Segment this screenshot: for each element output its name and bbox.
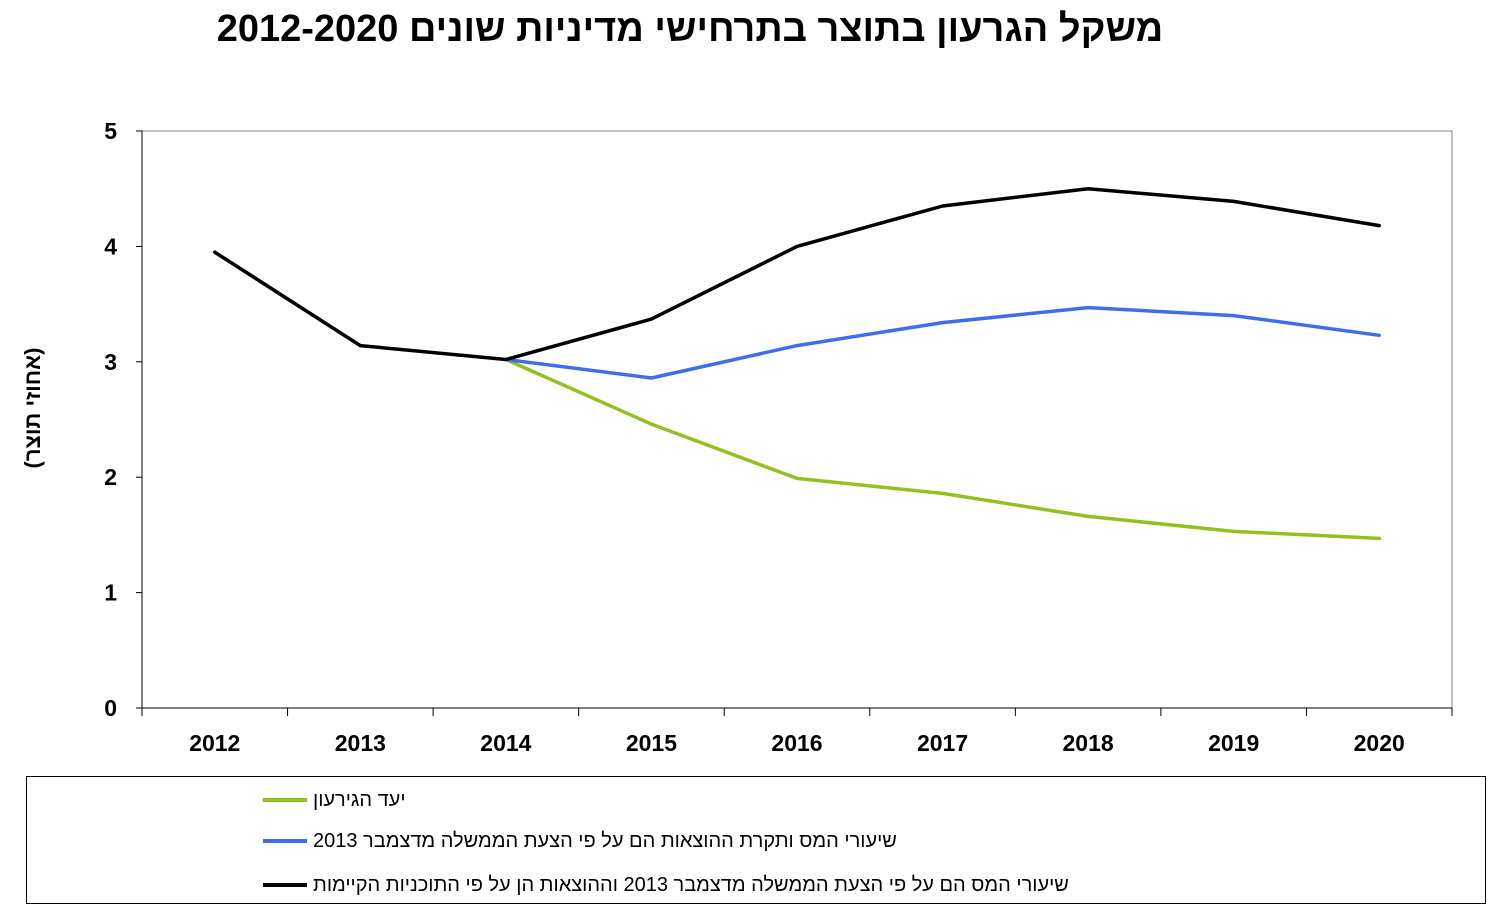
legend-label-3: שיעורי המס הם על פי הצעת הממשלה מדצמבר 2… [313,873,1069,896]
series-line-3 [213,186,1381,362]
legend-label-1: יעד הגירעון [313,788,406,811]
legend-item-3: שיעורי המס הם על פי הצעת הממשלה מדצמבר 2… [263,870,1069,900]
y-tick-label: 5 [104,118,117,144]
x-tick-label: 2012 [189,730,240,756]
plot-area [141,130,1453,709]
legend-item-2: שיעורי המס ותקרת ההוצאות הם על פי הצעת ה… [263,826,897,856]
series-line-1 [504,357,1381,541]
y-tick-label: 0 [104,695,117,721]
legend-swatch-3 [263,883,307,887]
y-tick-label: 4 [104,233,117,259]
x-tick-label: 2014 [480,730,531,756]
chart-series [213,186,1381,541]
x-tick-label: 2019 [1208,730,1259,756]
x-tick-label: 2018 [1063,730,1114,756]
y-tick-label: 2 [104,464,117,490]
legend-swatch-1 [263,798,307,802]
chart-title: משקל הגרעון בתוצר בתרחישי מדיניות שונים … [216,8,1164,50]
legend-label-2: שיעורי המס ותקרת ההוצאות הם על פי הצעת ה… [313,829,897,852]
x-tick-label: 2013 [335,730,386,756]
y-tick-label: 3 [104,349,117,375]
legend-swatch-2 [263,839,307,843]
series-line-2 [504,305,1381,380]
y-tick-label: 1 [104,580,117,606]
x-tick-label: 2017 [917,730,968,756]
x-tick-label: 2016 [771,730,822,756]
x-tick-label: 2015 [626,730,677,756]
chart-axes: 0 1 2 3 4 5 2012 2013 2014 2015 2016 2017 2018 2019 20… [104,118,1453,756]
legend-item-1: יעד הגירעון [263,785,406,815]
chart-legend: יעד הגירעון שיעורי המס ותקרת ההוצאות הם … [26,776,1486,904]
x-tick-label: 2020 [1354,730,1405,756]
